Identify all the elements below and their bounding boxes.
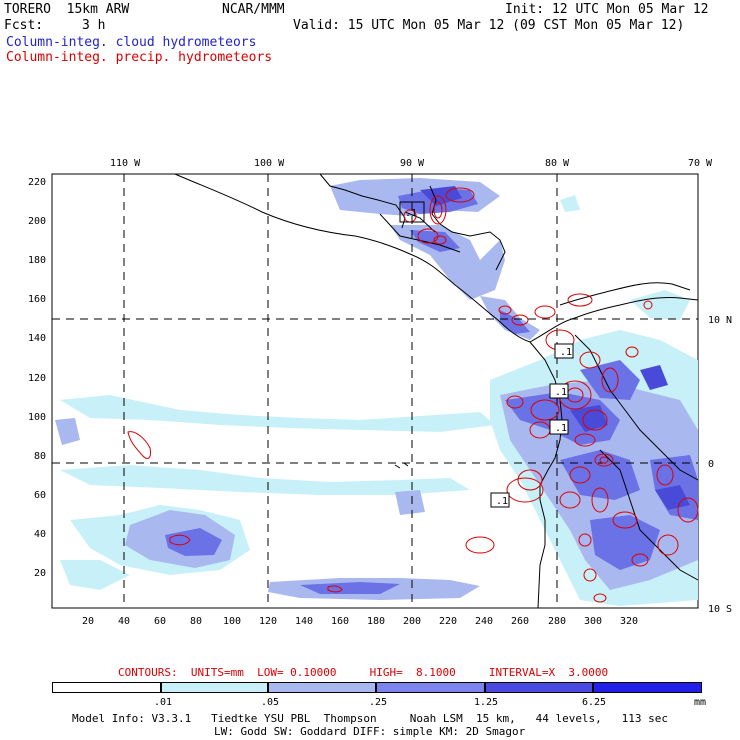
latitude-labels: 10 N 0 10 S [708,315,732,615]
colorbar-segment [485,682,593,693]
colorbar-label: 1.25 [474,697,499,708]
center-name: NCAR/MMM [222,2,285,17]
longitude-labels: 110 W 100 W 90 W 80 W 70 W [110,158,713,169]
lon-label: 70 W [688,158,713,169]
model-info-line1: Model Info: V3.3.1 Tiedtke YSU PBL Thomp… [72,712,669,725]
contour-label-box [549,419,569,435]
colorbar-segment [161,682,268,693]
x-tick: 320 [620,616,638,627]
y-tick: 120 [28,373,46,384]
y-tick: 80 [34,451,46,462]
x-axis-ticks: 20 40 60 80 100 120 140 160 180 200 220 … [82,616,638,627]
y-tick: 140 [28,333,46,344]
lon-label: 80 W [545,158,570,169]
x-tick: 300 [584,616,602,627]
y-tick: 20 [34,568,46,579]
valid-time: Valid: 15 UTC Mon 05 Mar 12 (09 CST Mon … [293,18,685,33]
x-tick: 40 [118,616,130,627]
contours-info: CONTOURS: UNITS=mm LOW= 0.10000 HIGH= 8.… [118,666,609,679]
x-tick: 100 [223,616,241,627]
y-tick: 60 [34,490,46,501]
colorbar-label: 6.25 [582,697,607,708]
x-tick: 160 [331,616,349,627]
y-tick: 200 [28,216,46,227]
model-title: TORERO 15km ARW [4,2,130,17]
box-label: .1 [560,347,572,358]
model-info-line2: LW: Godd SW: Goddard DIFF: simple KM: 2D… [214,725,526,738]
field-precip-label: Column-integ. precip. hydrometeors [6,50,273,65]
x-tick: 20 [82,616,94,627]
box-label: .1 [496,496,508,507]
x-tick: 60 [154,616,166,627]
contour-label-box [549,383,569,399]
colorbar-segment [52,682,161,693]
colorbar-segment [268,682,376,693]
x-tick: 120 [259,616,277,627]
contour-label-box [490,492,510,508]
colorbar-segment [593,682,702,693]
colorbar-label: .25 [369,697,388,708]
y-tick: 220 [28,177,46,188]
x-tick: 240 [475,616,493,627]
x-tick: 180 [367,616,385,627]
x-tick: 200 [403,616,421,627]
colorbar-segment [376,682,485,693]
colorbar-unit: mm [694,697,707,708]
lon-label: 110 W [110,158,141,169]
box-label: .1 [405,208,417,219]
y-tick: 100 [28,412,46,423]
box-label: .1 [555,423,567,434]
y-tick: 160 [28,294,46,305]
contour-label-box [399,201,425,223]
x-tick: 140 [295,616,313,627]
colorbar-label: .05 [261,697,280,708]
forecast-label: Fcst: [4,18,44,33]
contour-label-boxes: .1 .1 .1 .1 .1 [399,201,574,508]
lon-label: 90 W [400,158,425,169]
contour-label-box [554,343,574,359]
y-tick: 180 [28,255,46,266]
lat-label: 10 S [708,604,732,615]
forecast-hour: 3 h [82,18,106,33]
x-tick: 260 [511,616,529,627]
coastlines [174,173,699,609]
field-cloud-label: Column-integ. cloud hydrometeors [6,35,257,50]
lat-label: 0 [708,459,714,470]
x-tick: 280 [548,616,566,627]
init-time: Init: 12 UTC Mon 05 Mar 12 [505,2,709,17]
y-axis-ticks: 220 200 180 160 140 120 100 80 60 40 20 [28,177,46,579]
colorbar-label: .01 [154,697,173,708]
lat-label: 10 N [708,315,732,326]
y-tick: 40 [34,529,46,540]
box-label: .1 [555,387,567,398]
x-tick: 80 [190,616,202,627]
lon-label: 100 W [254,158,285,169]
x-tick: 220 [439,616,457,627]
